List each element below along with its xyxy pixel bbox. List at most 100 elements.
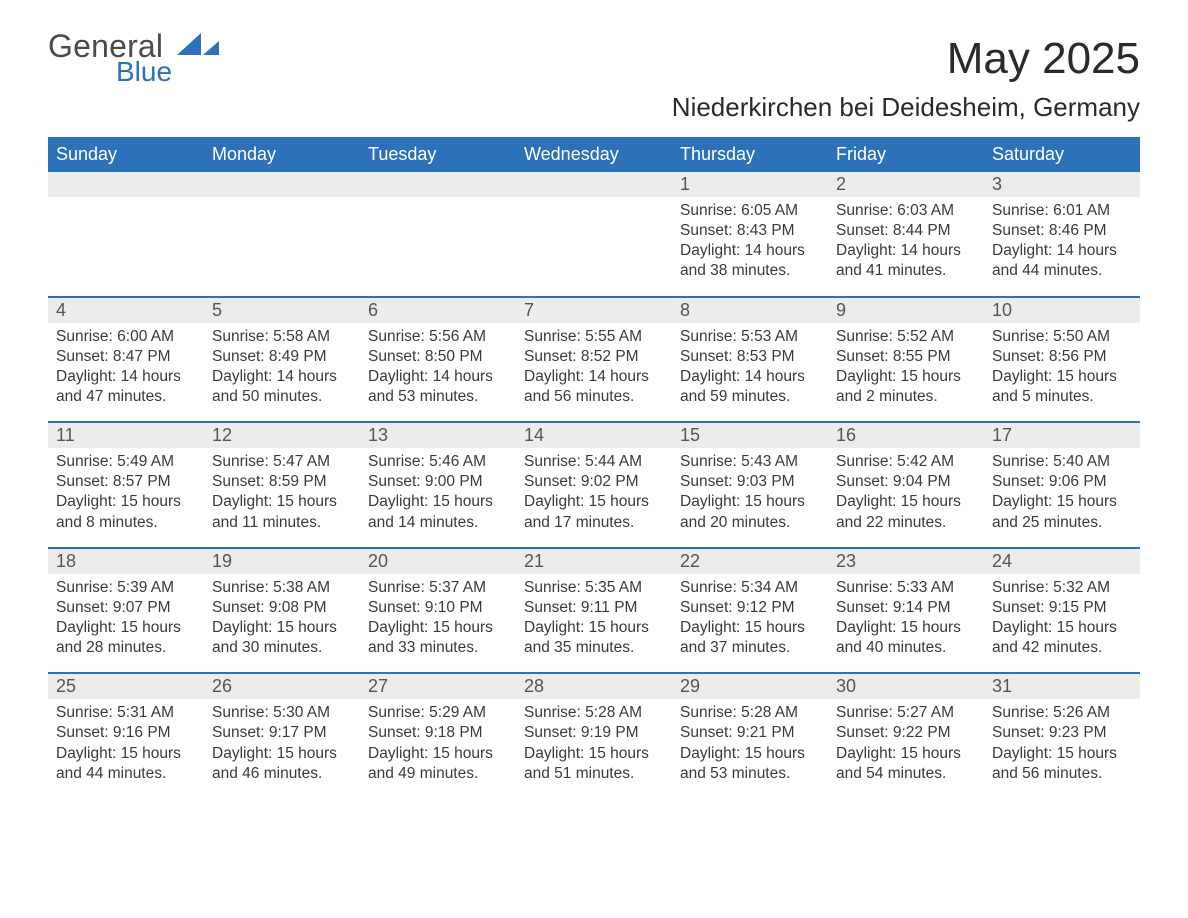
day-details: Sunrise: 5:26 AMSunset: 9:23 PMDaylight:… xyxy=(984,699,1140,784)
sunset-text: Sunset: 8:53 PM xyxy=(680,347,820,367)
daylight-text: Daylight: 14 hours xyxy=(212,367,352,387)
logo-text: General Blue xyxy=(48,30,172,86)
daylight-text: Daylight: 15 hours xyxy=(524,744,664,764)
day-details: Sunrise: 5:38 AMSunset: 9:08 PMDaylight:… xyxy=(204,574,360,659)
week-row: 25Sunrise: 5:31 AMSunset: 9:16 PMDayligh… xyxy=(48,672,1140,798)
sunset-text: Sunset: 9:04 PM xyxy=(836,472,976,492)
daylight-text: Daylight: 15 hours xyxy=(836,492,976,512)
day-number: 22 xyxy=(672,549,828,574)
daylight-text: Daylight: 15 hours xyxy=(524,618,664,638)
sunrise-text: Sunrise: 5:27 AM xyxy=(836,703,976,723)
day-details: Sunrise: 5:37 AMSunset: 9:10 PMDaylight:… xyxy=(360,574,516,659)
daylight-text: Daylight: 15 hours xyxy=(992,744,1132,764)
daylight-text: Daylight: 14 hours xyxy=(836,241,976,261)
sunrise-text: Sunrise: 5:46 AM xyxy=(368,452,508,472)
sunrise-text: Sunrise: 5:40 AM xyxy=(992,452,1132,472)
sunset-text: Sunset: 8:46 PM xyxy=(992,221,1132,241)
day-number: 5 xyxy=(204,298,360,323)
day-number: 30 xyxy=(828,674,984,699)
sunrise-text: Sunrise: 6:03 AM xyxy=(836,201,976,221)
day-header: Thursday xyxy=(672,137,828,172)
day-details: Sunrise: 5:47 AMSunset: 8:59 PMDaylight:… xyxy=(204,448,360,533)
sunset-text: Sunset: 8:44 PM xyxy=(836,221,976,241)
day-details: Sunrise: 5:42 AMSunset: 9:04 PMDaylight:… xyxy=(828,448,984,533)
calendar-cell xyxy=(516,172,672,296)
sunrise-text: Sunrise: 6:00 AM xyxy=(56,327,196,347)
day-number: 21 xyxy=(516,549,672,574)
sunset-text: Sunset: 8:56 PM xyxy=(992,347,1132,367)
calendar-cell: 15Sunrise: 5:43 AMSunset: 9:03 PMDayligh… xyxy=(672,423,828,547)
day-details: Sunrise: 5:52 AMSunset: 8:55 PMDaylight:… xyxy=(828,323,984,408)
day-header: Monday xyxy=(204,137,360,172)
day-details: Sunrise: 5:56 AMSunset: 8:50 PMDaylight:… xyxy=(360,323,516,408)
day-header-row: Sunday Monday Tuesday Wednesday Thursday… xyxy=(48,137,1140,172)
day-details: Sunrise: 5:35 AMSunset: 9:11 PMDaylight:… xyxy=(516,574,672,659)
day-number: 26 xyxy=(204,674,360,699)
sunset-text: Sunset: 9:19 PM xyxy=(524,723,664,743)
sunset-text: Sunset: 8:59 PM xyxy=(212,472,352,492)
sunset-text: Sunset: 9:06 PM xyxy=(992,472,1132,492)
sunrise-text: Sunrise: 6:01 AM xyxy=(992,201,1132,221)
calendar: Sunday Monday Tuesday Wednesday Thursday… xyxy=(48,137,1140,798)
sunset-text: Sunset: 9:00 PM xyxy=(368,472,508,492)
sunrise-text: Sunrise: 5:29 AM xyxy=(368,703,508,723)
calendar-cell: 8Sunrise: 5:53 AMSunset: 8:53 PMDaylight… xyxy=(672,298,828,422)
daylight-text: Daylight: 15 hours xyxy=(56,744,196,764)
calendar-cell: 16Sunrise: 5:42 AMSunset: 9:04 PMDayligh… xyxy=(828,423,984,547)
day-details: Sunrise: 6:00 AMSunset: 8:47 PMDaylight:… xyxy=(48,323,204,408)
day-details: Sunrise: 5:30 AMSunset: 9:17 PMDaylight:… xyxy=(204,699,360,784)
daylight-text: and 37 minutes. xyxy=(680,638,820,658)
sunrise-text: Sunrise: 5:53 AM xyxy=(680,327,820,347)
daylight-text: Daylight: 15 hours xyxy=(836,367,976,387)
page-title: May 2025 xyxy=(947,34,1140,84)
sunrise-text: Sunrise: 5:26 AM xyxy=(992,703,1132,723)
daylight-text: and 20 minutes. xyxy=(680,513,820,533)
day-details: Sunrise: 5:55 AMSunset: 8:52 PMDaylight:… xyxy=(516,323,672,408)
day-details: Sunrise: 5:27 AMSunset: 9:22 PMDaylight:… xyxy=(828,699,984,784)
day-number: 9 xyxy=(828,298,984,323)
daylight-text: Daylight: 15 hours xyxy=(680,618,820,638)
day-details: Sunrise: 5:33 AMSunset: 9:14 PMDaylight:… xyxy=(828,574,984,659)
sunset-text: Sunset: 9:18 PM xyxy=(368,723,508,743)
daylight-text: and 5 minutes. xyxy=(992,387,1132,407)
day-details: Sunrise: 5:28 AMSunset: 9:21 PMDaylight:… xyxy=(672,699,828,784)
daylight-text: and 51 minutes. xyxy=(524,764,664,784)
week-row: 4Sunrise: 6:00 AMSunset: 8:47 PMDaylight… xyxy=(48,296,1140,422)
daylight-text: Daylight: 15 hours xyxy=(836,618,976,638)
day-details: Sunrise: 5:49 AMSunset: 8:57 PMDaylight:… xyxy=(48,448,204,533)
daylight-text: Daylight: 15 hours xyxy=(212,492,352,512)
day-number xyxy=(204,172,360,197)
daylight-text: and 44 minutes. xyxy=(56,764,196,784)
sunset-text: Sunset: 9:23 PM xyxy=(992,723,1132,743)
daylight-text: and 53 minutes. xyxy=(368,387,508,407)
sunset-text: Sunset: 9:12 PM xyxy=(680,598,820,618)
day-details: Sunrise: 5:40 AMSunset: 9:06 PMDaylight:… xyxy=(984,448,1140,533)
sunset-text: Sunset: 9:10 PM xyxy=(368,598,508,618)
daylight-text: and 56 minutes. xyxy=(992,764,1132,784)
daylight-text: and 14 minutes. xyxy=(368,513,508,533)
logo-word-blue: Blue xyxy=(116,58,172,86)
calendar-cell: 24Sunrise: 5:32 AMSunset: 9:15 PMDayligh… xyxy=(984,549,1140,673)
sunset-text: Sunset: 9:17 PM xyxy=(212,723,352,743)
sunrise-text: Sunrise: 5:47 AM xyxy=(212,452,352,472)
day-number: 25 xyxy=(48,674,204,699)
calendar-cell: 12Sunrise: 5:47 AMSunset: 8:59 PMDayligh… xyxy=(204,423,360,547)
calendar-cell: 3Sunrise: 6:01 AMSunset: 8:46 PMDaylight… xyxy=(984,172,1140,296)
daylight-text: Daylight: 15 hours xyxy=(56,492,196,512)
daylight-text: Daylight: 14 hours xyxy=(524,367,664,387)
header: General Blue May 2025 xyxy=(48,30,1140,86)
sunrise-text: Sunrise: 5:58 AM xyxy=(212,327,352,347)
daylight-text: Daylight: 15 hours xyxy=(368,618,508,638)
day-number: 17 xyxy=(984,423,1140,448)
daylight-text: Daylight: 14 hours xyxy=(680,241,820,261)
day-number xyxy=(360,172,516,197)
day-header: Friday xyxy=(828,137,984,172)
sunset-text: Sunset: 9:22 PM xyxy=(836,723,976,743)
day-details: Sunrise: 5:39 AMSunset: 9:07 PMDaylight:… xyxy=(48,574,204,659)
daylight-text: Daylight: 14 hours xyxy=(992,241,1132,261)
daylight-text: and 42 minutes. xyxy=(992,638,1132,658)
sunrise-text: Sunrise: 5:43 AM xyxy=(680,452,820,472)
sunrise-text: Sunrise: 5:37 AM xyxy=(368,578,508,598)
daylight-text: Daylight: 15 hours xyxy=(992,618,1132,638)
daylight-text: and 59 minutes. xyxy=(680,387,820,407)
